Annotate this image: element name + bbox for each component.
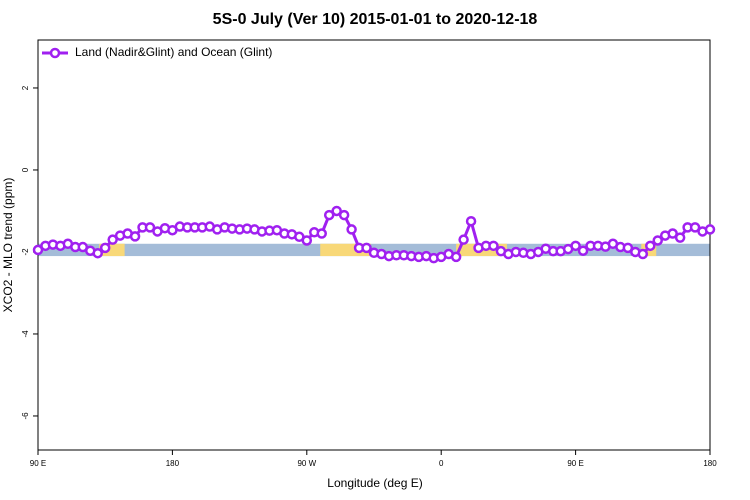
legend-label: Land (Nadir&Glint) and Ocean (Glint) [75,45,272,59]
point-marker [32,244,44,256]
y-tick-label: -4 [21,330,30,338]
point-marker [704,224,716,235]
point-marker [570,240,581,252]
point-marker [129,231,141,242]
point-marker [323,209,335,221]
y-tick-label: -6 [21,412,30,420]
x-tick-label: 90 E [567,459,583,468]
point-marker [689,222,701,233]
point-marker [301,235,313,246]
point-marker [622,242,634,254]
x-tick-label: 180 [703,459,717,468]
x-tick-label: 90 E [30,459,46,468]
point-marker [107,234,118,245]
legend-marker [49,47,61,59]
point-marker [637,248,649,260]
chart-title: 5S-0 July (Ver 10) 2015-01-01 to 2020-12… [213,11,538,28]
point-marker [645,240,656,252]
point-marker [488,240,499,252]
point-marker [346,224,357,235]
y-tick-label: 2 [21,85,30,90]
point-marker [92,247,103,259]
x-tick-label: 0 [439,459,444,468]
point-marker [652,235,663,246]
x-tick-label: 180 [166,459,180,468]
point-marker [577,245,589,256]
point-marker [674,232,686,243]
point-marker [144,222,156,233]
x-axis-label: Longitude (deg E) [327,476,422,490]
point-marker [99,242,111,254]
y-tick-label: 0 [21,167,30,172]
point-marker [338,209,350,221]
point-marker [667,228,678,239]
y-axis-label: XCO2 - MLO trend (ppm) [1,178,15,313]
point-marker [331,205,342,217]
point-marker [361,242,372,254]
point-marker [316,228,327,239]
point-marker [465,215,477,227]
point-marker [450,251,462,263]
x-tick-label: 90 W [297,459,316,468]
y-tick-label: -2 [21,248,30,256]
point-marker [458,234,469,245]
